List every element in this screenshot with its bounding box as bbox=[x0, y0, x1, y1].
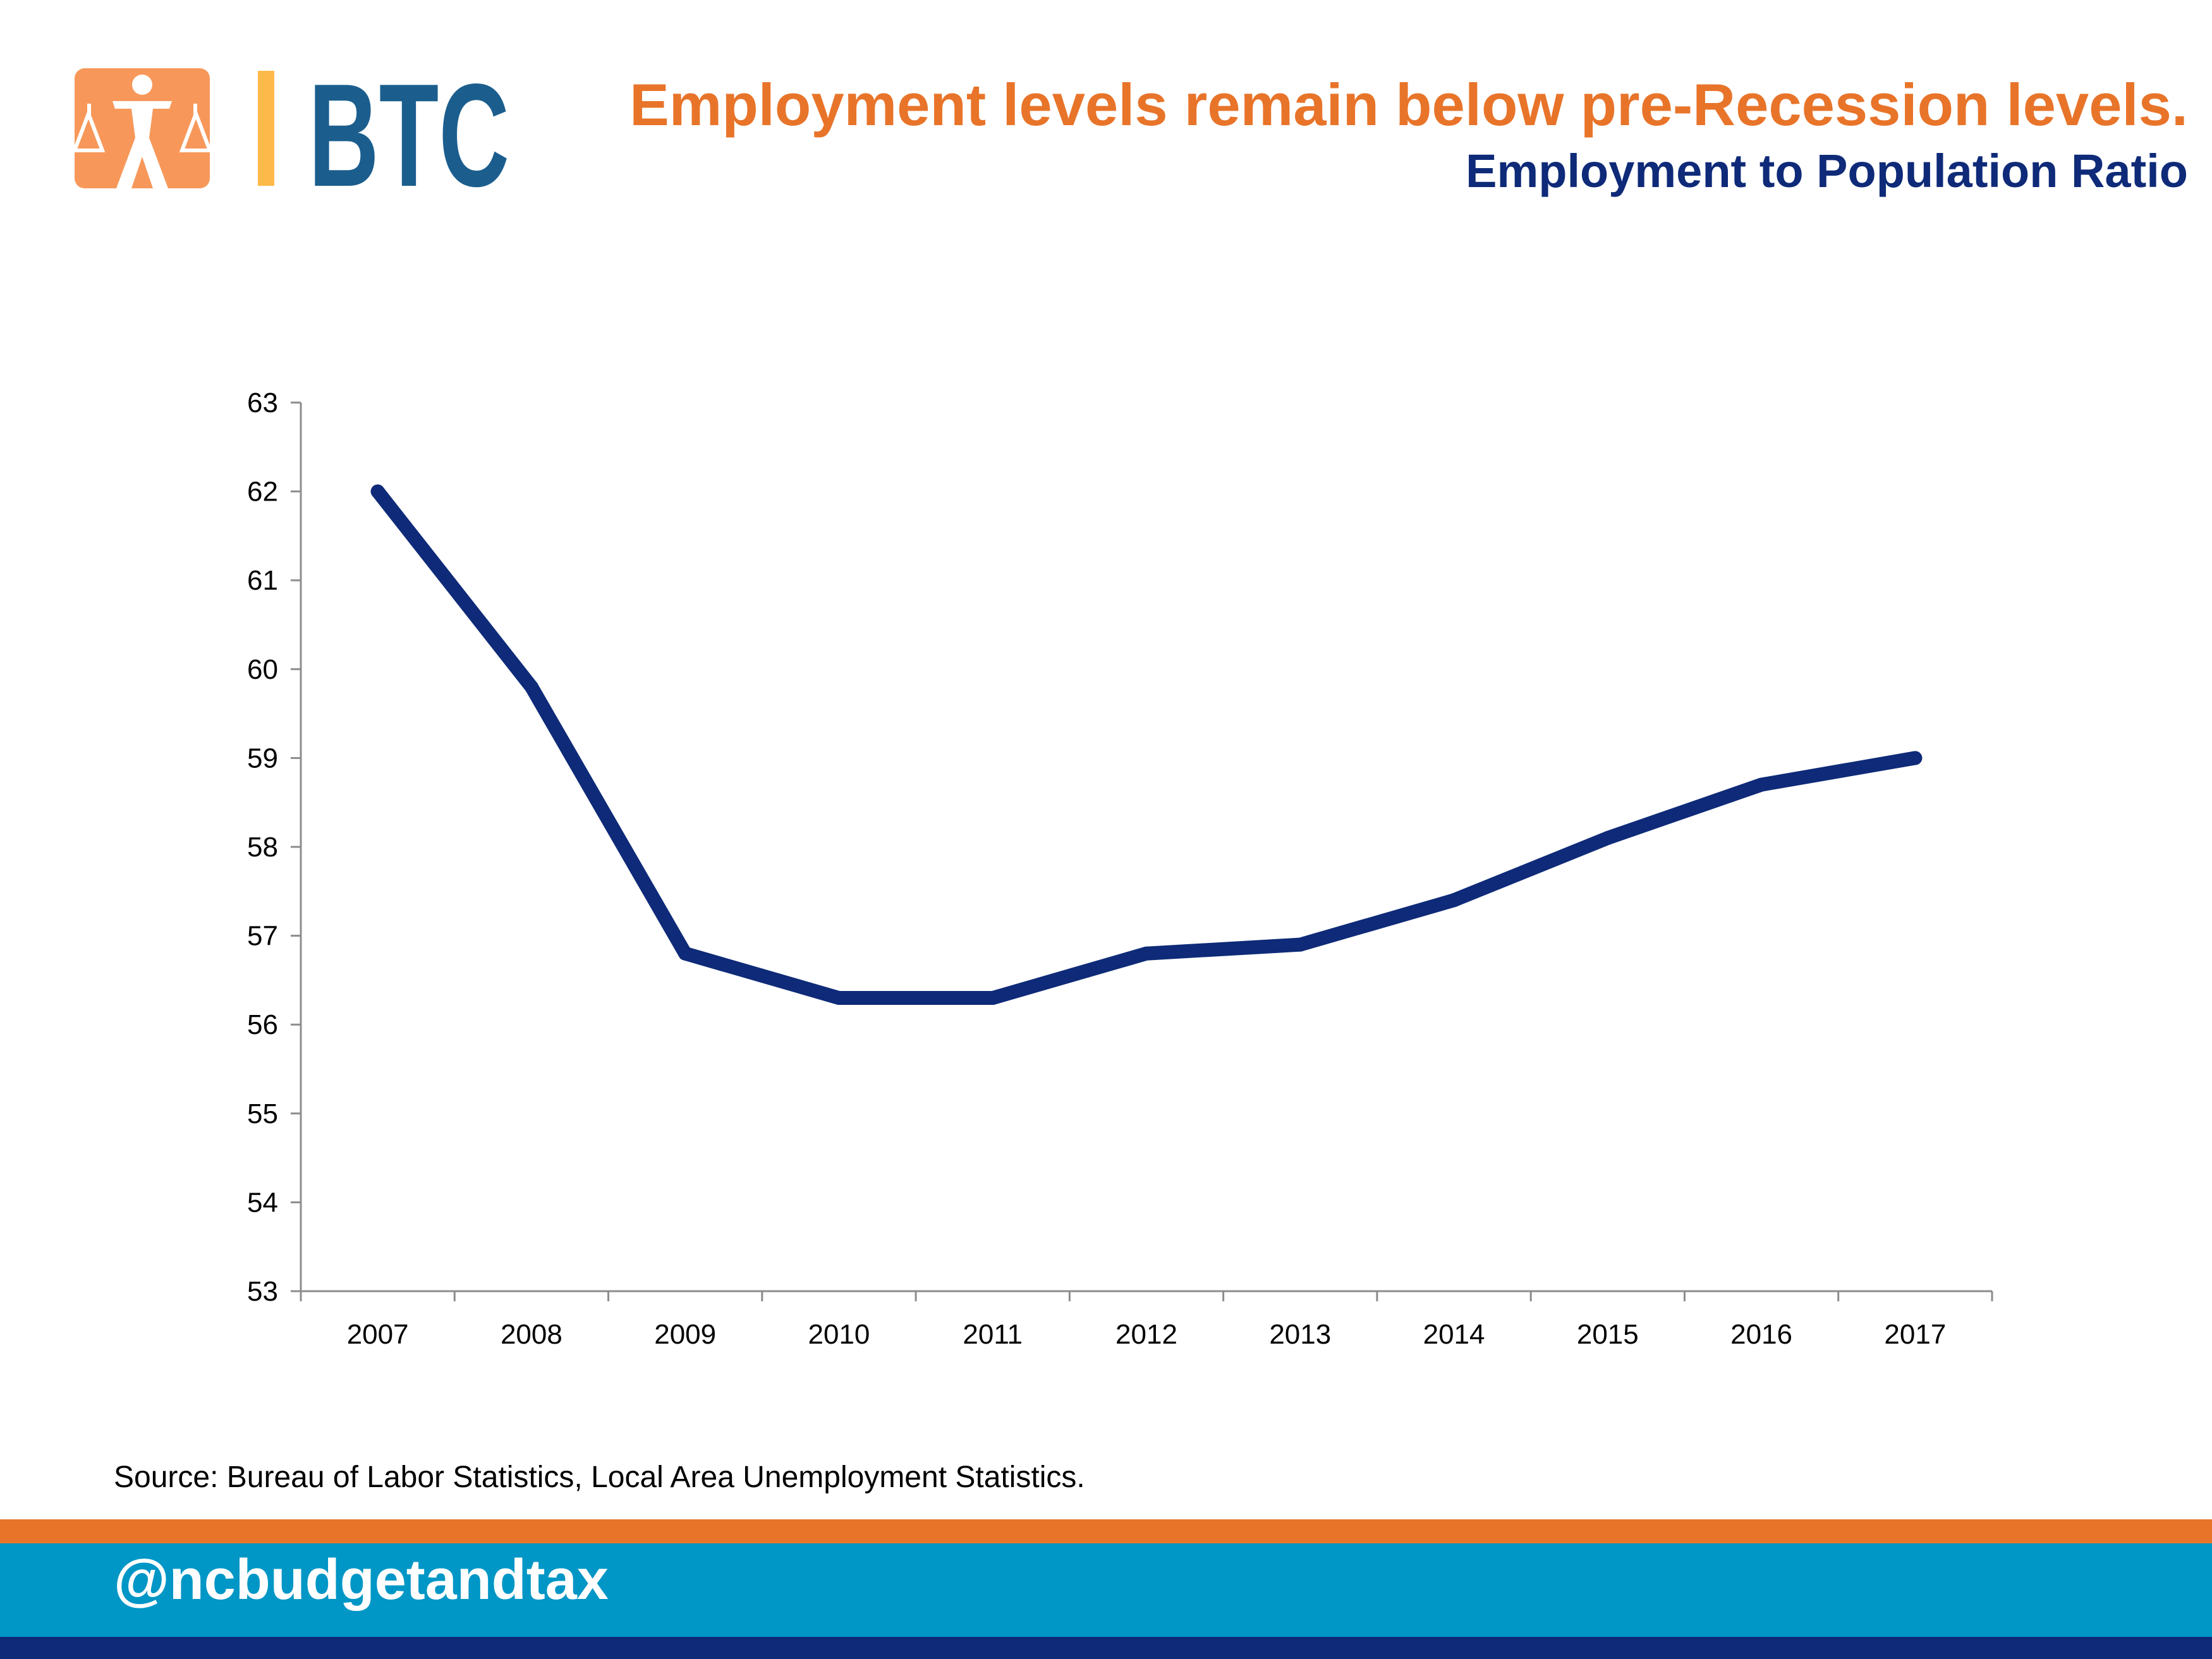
y-tick-label: 55 bbox=[247, 1098, 278, 1129]
footer-stripe-navy bbox=[0, 1637, 2212, 1659]
y-tick-label: 62 bbox=[247, 477, 278, 507]
x-tick-label: 2016 bbox=[1730, 1319, 1792, 1350]
data-point-2017 bbox=[1908, 751, 1923, 765]
y-tick-label: 54 bbox=[247, 1187, 278, 1218]
y-tick-label: 56 bbox=[247, 1009, 278, 1040]
y-tick-label: 61 bbox=[247, 565, 278, 596]
y-tick-label: 57 bbox=[247, 921, 278, 952]
btc-logo: BTC bbox=[75, 68, 509, 192]
series-line bbox=[370, 484, 1923, 1006]
y-axis: 53 54 55 56 57 58 59 60 61 62 63 bbox=[247, 387, 302, 1307]
data-point-2008 bbox=[524, 679, 538, 694]
data-point-2014 bbox=[1447, 893, 1461, 908]
y-tick-label: 53 bbox=[247, 1276, 278, 1307]
y-tick-label: 63 bbox=[247, 387, 278, 418]
x-tick-label: 2014 bbox=[1423, 1319, 1485, 1350]
page-title: Employment levels remain below pre-Reces… bbox=[629, 71, 2188, 138]
y-tick-label: 59 bbox=[247, 743, 278, 774]
x-tick-label: 2017 bbox=[1884, 1319, 1946, 1350]
x-tick-label: 2007 bbox=[347, 1319, 409, 1350]
y-tick-label: 58 bbox=[247, 832, 278, 863]
data-point-2011 bbox=[985, 991, 1000, 1006]
source-note: Source: Bureau of Labor Statistics, Loca… bbox=[114, 1461, 1085, 1494]
data-point-2007 bbox=[370, 484, 385, 499]
series-layer bbox=[370, 484, 1923, 1006]
data-point-2013 bbox=[1293, 937, 1308, 952]
y-tick-label: 60 bbox=[247, 654, 278, 685]
footer-band bbox=[0, 1543, 2212, 1637]
x-tick-label: 2010 bbox=[808, 1319, 870, 1350]
x-tick-label: 2015 bbox=[1577, 1319, 1639, 1350]
logo-divider bbox=[258, 71, 274, 186]
data-point-2012 bbox=[1139, 946, 1153, 961]
data-point-2016 bbox=[1754, 777, 1769, 792]
x-tick-label: 2012 bbox=[1115, 1319, 1177, 1350]
data-point-2015 bbox=[1600, 830, 1615, 845]
footer-stripe-orange bbox=[0, 1519, 2212, 1543]
twitter-handle: @ncbudgetandtax bbox=[114, 1548, 609, 1612]
x-tick-label: 2011 bbox=[963, 1319, 1023, 1350]
x-tick-label: 2009 bbox=[654, 1319, 716, 1350]
data-point-2010 bbox=[832, 991, 846, 1006]
logo-text: BTC bbox=[308, 68, 509, 192]
x-tick-label: 2008 bbox=[501, 1319, 562, 1350]
x-axis: 2007 2008 2009 2010 2011 2012 2013 2014 2015 2016… bbox=[300, 1290, 1993, 1350]
x-tick-label: 2013 bbox=[1269, 1319, 1331, 1350]
data-point-2009 bbox=[678, 946, 693, 961]
chart-subtitle: Employment to Population Ratio bbox=[1466, 145, 2188, 197]
